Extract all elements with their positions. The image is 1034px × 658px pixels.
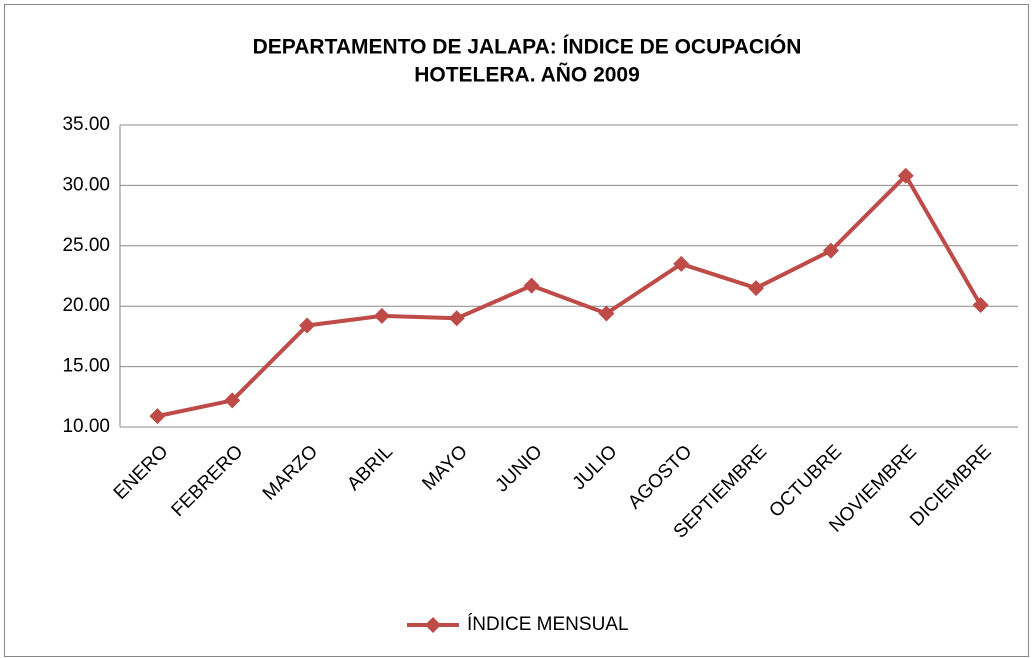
- chart-title: HOTELERA. AÑO 2009: [414, 64, 640, 87]
- y-tick-label: 30.00: [62, 174, 110, 195]
- point-marker: [897, 167, 914, 184]
- point-marker: [523, 277, 540, 294]
- point-marker: [822, 242, 839, 259]
- series-line: [157, 173, 983, 419]
- point-marker: [673, 255, 690, 272]
- y-tick-label: 35.00: [62, 114, 110, 135]
- legend-label: ÍNDICE MENSUAL: [467, 614, 629, 635]
- point-marker: [598, 305, 615, 322]
- point-marker: [373, 307, 390, 324]
- point-marker: [149, 408, 166, 425]
- point-marker: [448, 310, 465, 327]
- point-marker: [748, 280, 765, 297]
- y-tick-label: 15.00: [62, 356, 110, 377]
- y-tick-label: 20.00: [62, 295, 110, 316]
- y-tick-label: 10.00: [62, 416, 110, 437]
- point-marker: [972, 296, 989, 313]
- point-marker: [224, 392, 241, 409]
- chart-border: [4, 4, 1029, 657]
- y-tick-label: 25.00: [62, 235, 110, 256]
- legend-marker: [425, 617, 441, 633]
- point-marker: [299, 317, 316, 334]
- chart-title: DEPARTAMENTO DE JALAPA: ÍNDICE DE OCUPAC…: [253, 35, 802, 59]
